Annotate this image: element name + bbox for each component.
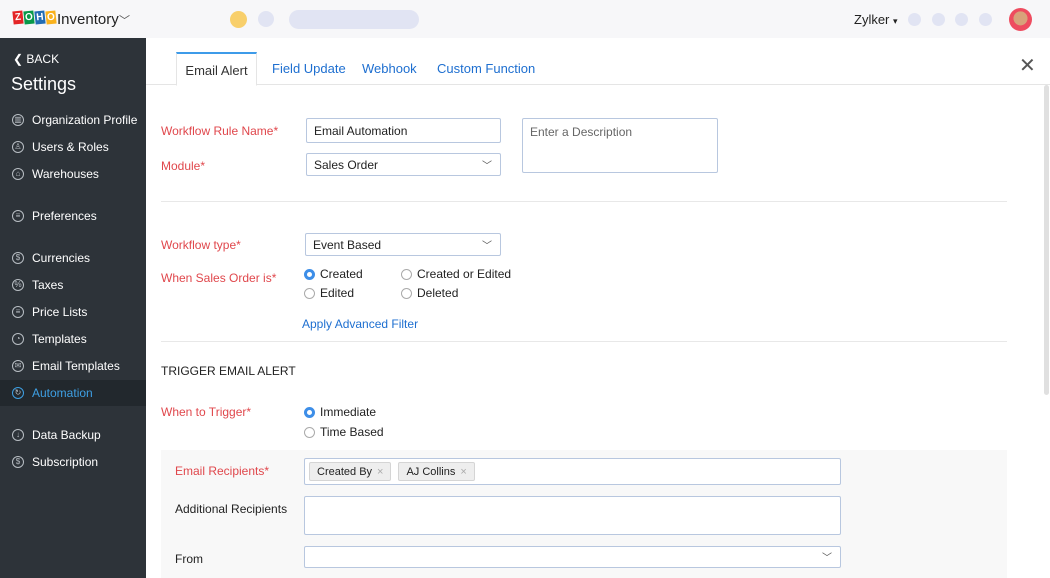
workflow-type-label: Workflow type* [161, 238, 241, 252]
close-icon[interactable]: ✕ [1019, 55, 1036, 77]
sidebar-item-label: Organization Profile [32, 113, 138, 127]
chevron-down-icon: ﹀ [482, 240, 492, 252]
module-select[interactable]: Sales Order ﹀ [306, 153, 501, 176]
header-icon[interactable] [932, 13, 945, 26]
recipient-chip: Created By × [309, 462, 392, 481]
sidebar-item-label: Templates [32, 332, 87, 346]
sidebar-item-price-lists[interactable]: ≡ Price Lists [0, 299, 146, 325]
backup-icon: ↓ [12, 429, 24, 441]
sidebar-item-taxes[interactable]: % Taxes [0, 272, 146, 298]
header-icon[interactable] [979, 13, 992, 26]
sync-icon: ↻ [12, 387, 24, 399]
when-label: When Sales Order is* [161, 271, 277, 285]
sidebar-item-label: Price Lists [32, 305, 88, 319]
from-label: From [175, 552, 203, 566]
list-icon: ≡ [12, 306, 24, 318]
sidebar-item-label: Warehouses [32, 167, 99, 181]
section-title: TRIGGER EMAIL ALERT [161, 364, 296, 378]
trigger-label: When to Trigger* [161, 405, 252, 419]
recipients-label: Email Recipients* [175, 464, 270, 478]
sidebar-title: Settings [11, 74, 77, 94]
description-input[interactable]: Enter a Description [522, 118, 718, 173]
sidebar-item-label: Currencies [32, 251, 91, 265]
chevron-down-icon: ﹀ [482, 160, 492, 172]
sidebar: ❮ BACK Settings ▥ Organization Profile ♙ Us… [0, 38, 146, 578]
sidebar-item-currencies[interactable]: $ Currencies [0, 245, 146, 271]
rule-name-input[interactable]: Email Automation [306, 118, 501, 143]
email-icon: ✉ [12, 360, 24, 372]
top-bar: Z O H O Inventory ﹀ Zylker ▾ [0, 0, 1050, 38]
users-icon: ♙ [12, 141, 24, 153]
tab-email-alert[interactable]: Email Alert [176, 52, 257, 86]
sidebar-item-organization-profile[interactable]: ▥ Organization Profile [0, 107, 146, 133]
radio-edited[interactable]: Edited [304, 286, 354, 300]
currency-icon: $ [12, 252, 24, 264]
org-switcher[interactable]: Zylker ▾ [854, 12, 898, 27]
sidebar-item-label: Data Backup [32, 428, 101, 442]
app-name[interactable]: Inventory [57, 11, 119, 28]
header-icon[interactable] [908, 13, 921, 26]
tab-custom-function[interactable]: Custom Function [437, 61, 536, 76]
scrollbar[interactable] [1044, 85, 1049, 395]
avatar[interactable] [1009, 8, 1032, 31]
sidebar-item-preferences[interactable]: ≡ Preferences [0, 203, 146, 229]
sidebar-item-label: Users & Roles [32, 140, 109, 154]
radio-created-or-edited[interactable]: Created or Edited [401, 267, 511, 281]
sidebar-item-email-templates[interactable]: ✉ Email Templates [0, 353, 146, 379]
sidebar-item-automation[interactable]: ↻ Automation [0, 380, 146, 406]
subscription-icon: $ [12, 456, 24, 468]
additional-recipients-label: Additional Recipients [175, 502, 288, 516]
warehouse-icon: ⌂ [12, 168, 24, 180]
building-icon: ▥ [12, 114, 24, 126]
chevron-down-icon[interactable]: ﹀ [119, 15, 130, 27]
sidebar-item-label: Automation [32, 386, 93, 400]
sidebar-item-label: Preferences [32, 209, 97, 223]
sidebar-item-data-backup[interactable]: ↓ Data Backup [0, 422, 146, 448]
sidebar-item-users-roles[interactable]: ♙ Users & Roles [0, 134, 146, 160]
rule-name-label: Workflow Rule Name* [161, 124, 279, 138]
radio-immediate[interactable]: Immediate [304, 405, 376, 419]
chevron-down-icon: ﹀ [822, 552, 832, 564]
sliders-icon: ≡ [12, 210, 24, 222]
tab-webhook[interactable]: Webhook [362, 61, 417, 76]
chevron-left-icon: ❮ [13, 52, 24, 66]
sidebar-item-label: Taxes [32, 278, 64, 292]
radio-deleted[interactable]: Deleted [401, 286, 458, 300]
advanced-filter-link[interactable]: Apply Advanced Filter [302, 317, 419, 331]
from-select[interactable]: ﹀ [304, 546, 841, 568]
module-label: Module* [161, 159, 206, 173]
radio-time-based[interactable]: Time Based [304, 425, 384, 439]
recipient-chip: AJ Collins × [398, 462, 475, 481]
workflow-type-select[interactable]: Event Based ﹀ [305, 233, 501, 256]
percent-icon: % [12, 279, 24, 291]
search-bar[interactable] [289, 10, 419, 29]
sidebar-item-warehouses[interactable]: ⌂ Warehouses [0, 161, 146, 187]
sidebar-item-templates[interactable]: ◔ Templates [0, 326, 146, 352]
sidebar-item-label: Subscription [32, 455, 99, 469]
remove-icon[interactable]: × [377, 465, 384, 478]
zoho-logo[interactable]: Z O H O [12, 10, 57, 25]
status-dot[interactable] [230, 11, 247, 28]
header-icon[interactable] [955, 13, 968, 26]
tab-field-update[interactable]: Field Update [272, 61, 346, 76]
placeholder-dot[interactable] [258, 11, 274, 27]
radio-created[interactable]: Created [304, 267, 363, 281]
palette-icon: ◔ [12, 333, 24, 345]
back-button[interactable]: ❮ BACK [13, 52, 60, 66]
remove-icon[interactable]: × [460, 465, 467, 478]
divider [161, 201, 1007, 202]
sidebar-item-label: Email Templates [32, 359, 120, 373]
divider [161, 341, 1007, 342]
sidebar-item-subscription[interactable]: $ Subscription [0, 449, 146, 475]
recipients-input[interactable]: Created By × AJ Collins × [304, 458, 841, 485]
additional-recipients-input[interactable] [304, 496, 841, 535]
tab-bar: Email Alert Field Update Webhook Custom … [146, 38, 1050, 86]
